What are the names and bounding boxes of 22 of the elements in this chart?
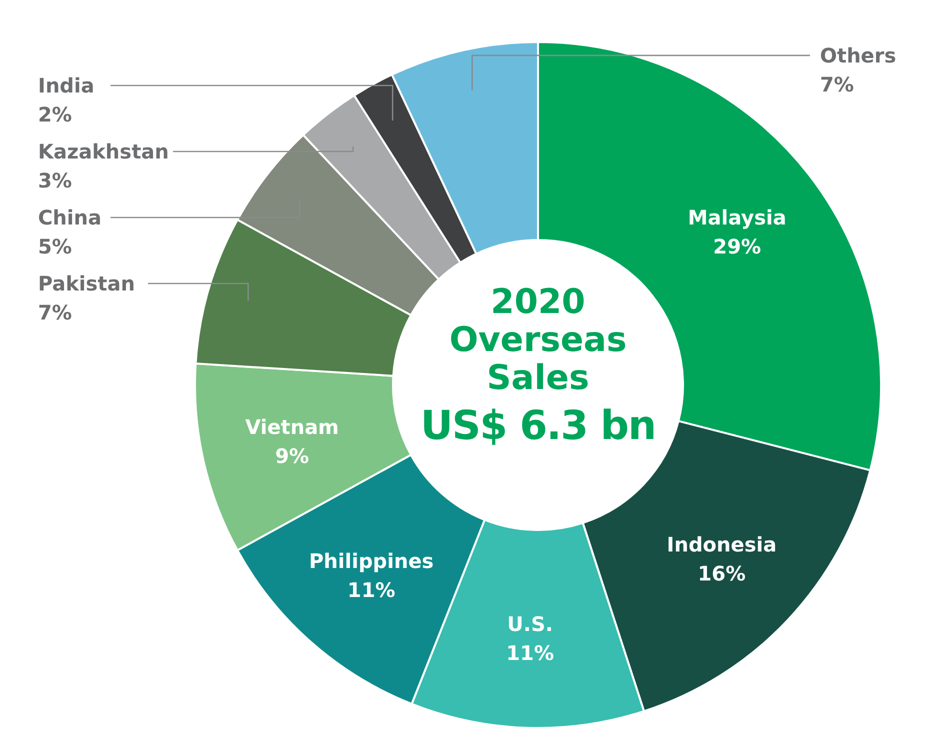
slice-label: India	[38, 73, 94, 98]
data-label: 11%	[506, 640, 554, 665]
data-label: 29%	[713, 234, 762, 259]
text: 2020 Overseas Sales	[449, 282, 627, 398]
slice-label: Others	[820, 43, 896, 68]
text: US$ 6.3 bn	[420, 403, 656, 449]
slice-label: Indonesia	[666, 532, 777, 557]
data-label: 9%	[275, 444, 310, 468]
data-label: 5%	[38, 234, 72, 258]
data-label: 11%	[347, 578, 396, 602]
slice-label: China	[38, 205, 102, 230]
slice-label: Kazakhstan	[38, 139, 169, 164]
slice-label: Malaysia	[688, 206, 786, 230]
data-label: 16%	[698, 562, 746, 586]
data-label: 3%	[38, 168, 72, 192]
slice-label: Philippines	[309, 549, 434, 574]
data-label: 7%	[38, 300, 72, 324]
data-label: 2%	[38, 102, 72, 126]
slice-label: Vietnam	[245, 414, 339, 439]
data-label: 7%	[820, 72, 854, 96]
slice-label: U.S.	[507, 612, 554, 636]
slice-label: Pakistan	[38, 271, 135, 296]
